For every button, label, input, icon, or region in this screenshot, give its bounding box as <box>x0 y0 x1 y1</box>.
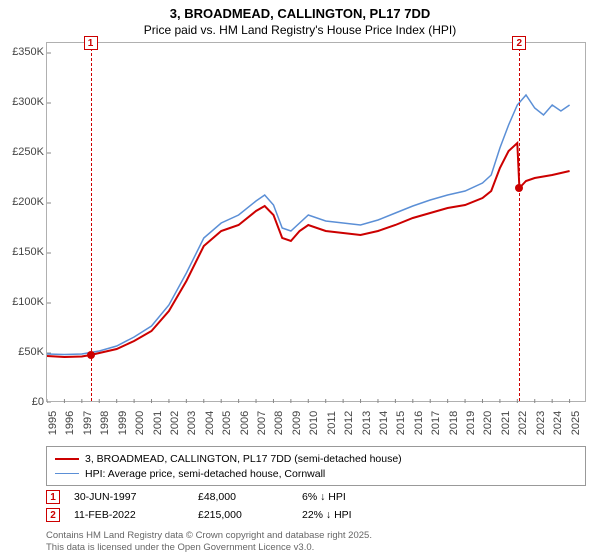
x-axis-label: 2011 <box>326 411 338 435</box>
x-axis-label: 2024 <box>552 411 564 435</box>
x-axis-label: 2016 <box>413 411 425 435</box>
x-axis-label: 2004 <box>204 411 216 435</box>
y-axis-label: £300K <box>4 96 44 108</box>
annotation-date: 30-JUN-1997 <box>74 491 184 503</box>
y-axis-label: £0 <box>4 396 44 408</box>
x-axis-label: 2007 <box>256 411 268 435</box>
chart-plot-area: 1995199619971998199920002001200220032004… <box>46 42 586 402</box>
x-axis-label: 1999 <box>117 411 129 435</box>
marker-box: 1 <box>84 36 98 50</box>
x-axis-label: 2008 <box>273 411 285 435</box>
legend-swatch <box>55 473 79 475</box>
x-axis-label: 2005 <box>221 411 233 435</box>
annotation-date: 11-FEB-2022 <box>74 509 184 521</box>
x-axis-label: 2003 <box>186 411 198 435</box>
y-axis-label: £100K <box>4 296 44 308</box>
y-axis-label: £250K <box>4 146 44 158</box>
x-axis-label: 1998 <box>99 411 111 435</box>
legend-box: 3, BROADMEAD, CALLINGTON, PL17 7DD (semi… <box>46 446 586 486</box>
marker-vline <box>519 43 520 401</box>
title-block: 3, BROADMEAD, CALLINGTON, PL17 7DD Price… <box>0 0 600 38</box>
annotation-price: £48,000 <box>198 491 288 503</box>
y-axis-label: £350K <box>4 46 44 58</box>
x-axis-label: 2019 <box>465 411 477 435</box>
marker-dot <box>515 184 523 192</box>
x-axis-label: 2025 <box>570 411 582 435</box>
x-axis-label: 2010 <box>308 411 320 435</box>
y-axis-label: £150K <box>4 246 44 258</box>
annotation-pct: 22% ↓ HPI <box>302 509 422 521</box>
x-axis-label: 2000 <box>134 411 146 435</box>
annotation-marker: 2 <box>46 508 60 522</box>
x-axis-label: 2002 <box>169 411 181 435</box>
footer-line1: Contains HM Land Registry data © Crown c… <box>46 530 586 542</box>
legend-row: HPI: Average price, semi-detached house,… <box>55 466 577 481</box>
chart-container: 3, BROADMEAD, CALLINGTON, PL17 7DD Price… <box>0 0 600 560</box>
x-axis-label: 2023 <box>535 411 547 435</box>
annotation-price: £215,000 <box>198 509 288 521</box>
x-axis-label: 1995 <box>47 411 59 435</box>
x-axis-label: 1996 <box>64 411 76 435</box>
legend-row: 3, BROADMEAD, CALLINGTON, PL17 7DD (semi… <box>55 451 577 466</box>
annotation-row: 1 30-JUN-1997 £48,000 6% ↓ HPI <box>46 488 586 506</box>
x-axis-label: 2015 <box>395 411 407 435</box>
y-axis-label: £50K <box>4 346 44 358</box>
x-axis-label: 2009 <box>291 411 303 435</box>
x-axis-label: 2017 <box>430 411 442 435</box>
x-axis-label: 2006 <box>239 411 251 435</box>
legend-label: 3, BROADMEAD, CALLINGTON, PL17 7DD (semi… <box>85 453 402 465</box>
x-axis-label: 2022 <box>517 411 529 435</box>
footer-line2: This data is licensed under the Open Gov… <box>46 542 586 554</box>
marker-box: 2 <box>512 36 526 50</box>
x-axis-label: 2013 <box>361 411 373 435</box>
annotation-marker: 1 <box>46 490 60 504</box>
x-axis-label: 2020 <box>482 411 494 435</box>
x-axis-label: 2018 <box>448 411 460 435</box>
footer-attribution: Contains HM Land Registry data © Crown c… <box>46 530 586 554</box>
marker-dot <box>87 351 95 359</box>
x-axis-label: 2021 <box>500 411 512 435</box>
title-address: 3, BROADMEAD, CALLINGTON, PL17 7DD <box>0 6 600 23</box>
x-axis-label: 2001 <box>152 411 164 435</box>
legend-label: HPI: Average price, semi-detached house,… <box>85 468 325 480</box>
x-axis-label: 2012 <box>343 411 355 435</box>
annotation-table: 1 30-JUN-1997 £48,000 6% ↓ HPI 2 11-FEB-2022 £… <box>46 488 586 524</box>
annotation-row: 2 11-FEB-2022 £215,000 22% ↓ HPI <box>46 506 586 524</box>
y-axis-label: £200K <box>4 196 44 208</box>
legend-swatch <box>55 458 79 460</box>
marker-vline <box>91 43 92 401</box>
x-axis-label: 2014 <box>378 411 390 435</box>
chart-svg <box>47 43 587 403</box>
annotation-pct: 6% ↓ HPI <box>302 491 422 503</box>
x-axis-label: 1997 <box>82 411 94 435</box>
